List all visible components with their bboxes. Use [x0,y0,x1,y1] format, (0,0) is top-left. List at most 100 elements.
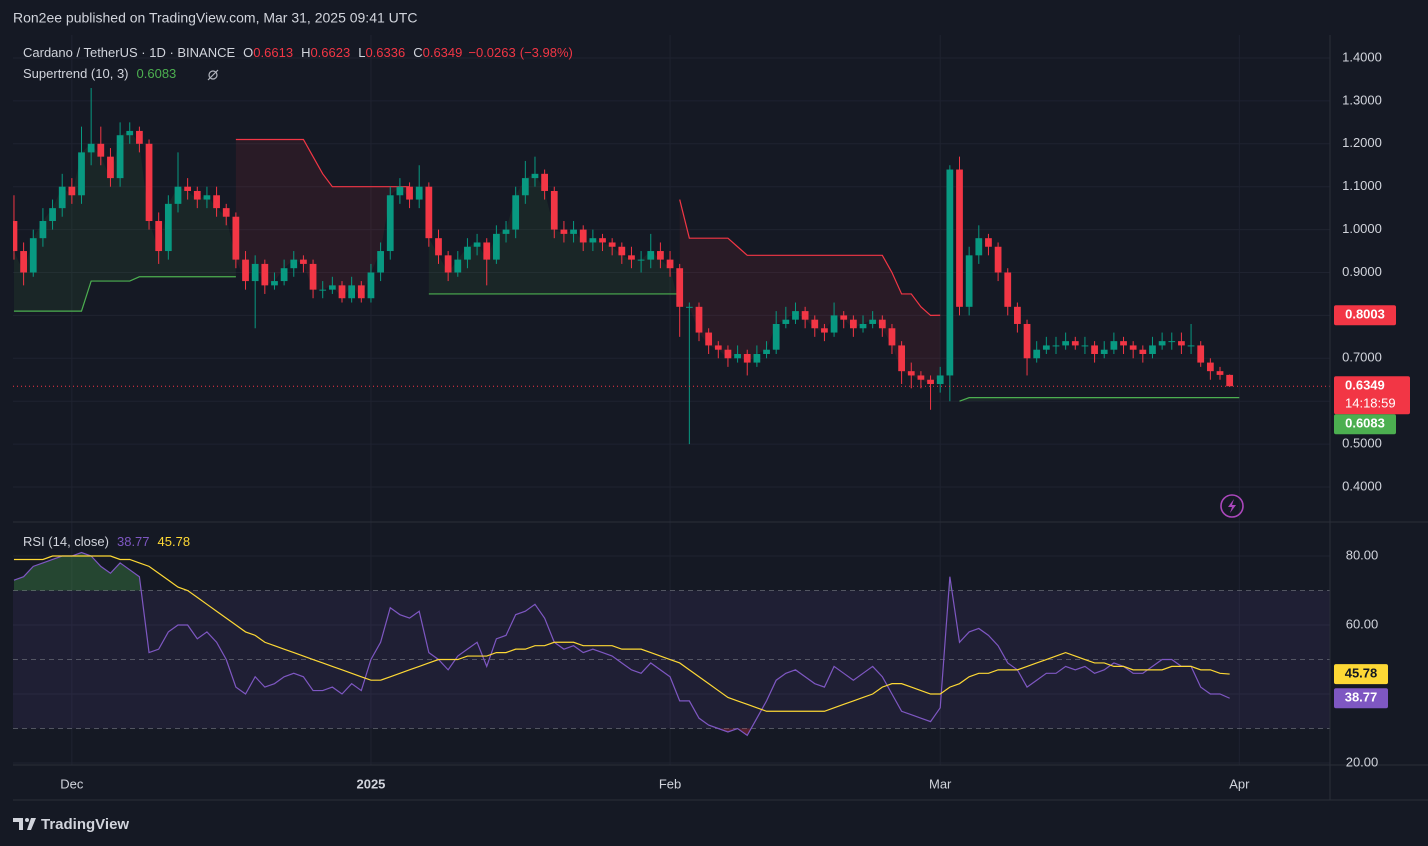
candle-body [415,186,423,200]
candle-body [618,246,626,256]
candle-body [579,229,587,243]
legend: Cardano / TetherUS · 1D · BINANCE O0.6613… [23,45,573,549]
candle-body [164,203,172,252]
legend-item: −0.0263 [468,45,515,60]
candle-body [338,285,346,299]
candle-body [502,229,510,234]
candle-body [560,229,568,234]
candle-body [811,319,819,329]
candle-body [1149,345,1156,355]
candle-body [1062,341,1070,346]
candle-body [58,186,66,209]
legend-item: 0.6349 [423,45,463,60]
x-tick-label: Apr [1229,776,1250,791]
y-tick-label: 60.00 [1346,616,1379,631]
candle-body [907,371,915,376]
candle-body [232,216,240,260]
publisher-note: Ron2ee published on TradingView.com, Mar… [13,10,417,26]
candle-body [406,186,413,200]
candle-body [136,130,143,144]
legend-item: Cardano / TetherUS · 1D · BINANCE [23,45,235,60]
candle-body [1052,345,1060,347]
footer-logo [13,818,36,830]
x-tick-label: Dec [60,776,84,791]
candle-body [743,354,751,363]
candle-body [1023,323,1031,359]
footer-brand: TradingView [41,816,129,833]
series-value-label: 38.77 [1345,690,1378,705]
candle-body [425,186,433,239]
y-tick-label: 1.3000 [1342,92,1382,107]
candle-body [898,345,905,372]
candle-body [300,259,307,264]
price-pane [13,88,1330,445]
candle-body [174,186,182,204]
eye-icon[interactable] [207,69,219,81]
supertrend-down-line [235,138,941,316]
candle-body [271,281,278,286]
candle-body [473,242,481,247]
legend-item: Supertrend (10, 3) [23,66,129,81]
candle-body [328,285,336,290]
candle-body [222,208,230,217]
candle-body [193,190,201,200]
candle-body [763,349,770,355]
candle-body [280,268,288,282]
legend-item: 38.77 [117,534,150,549]
axes: Dec2025FebMarApr0.40000.50000.60000.7000… [60,49,1410,791]
candle-body [444,255,452,273]
candle-body [1158,341,1166,346]
candle-body [570,229,577,234]
candle-body [126,130,134,136]
candle-body [666,259,674,269]
candle-body [319,289,327,291]
candle-body [1004,272,1012,307]
y-tick-label: 1.4000 [1342,49,1382,64]
candle-body [1110,341,1118,350]
candle-body [589,238,597,243]
candle-body [1197,345,1205,363]
legend-item: O [243,45,253,60]
x-tick-label: 2025 [356,776,385,791]
candle-body [637,259,645,261]
y-tick-label: 0.4000 [1342,478,1382,493]
legend-item: 0.6336 [365,45,405,60]
candle-body [917,375,925,380]
candle-body [821,328,828,333]
candle-body [1081,345,1089,347]
supertrend-down-label: 0.8003 [1345,307,1385,322]
y-tick-label: 20.00 [1346,754,1379,769]
candle-body [888,328,896,346]
series-value-label: 45.78 [1345,666,1378,681]
x-tick-label: Feb [659,776,681,791]
candle-body [1168,341,1176,343]
candle-body [1120,341,1127,346]
y-tick-label: 1.0000 [1342,221,1382,236]
supertrend-down-label-box [1334,305,1396,326]
candle-body [1129,345,1137,350]
symbol-legend: Cardano / TetherUS · 1D · BINANCE O0.6613… [23,45,573,60]
trend-fill [679,199,941,385]
candle-body [29,238,37,273]
candle-body [628,255,635,260]
candle-body [714,345,722,350]
legend-item: 0.6083 [137,66,177,81]
candle-body [830,315,838,333]
legend-item: 0.6613 [253,45,293,60]
candle-body [994,246,1002,273]
x-tick-label: Mar [929,776,952,791]
candle-body [946,169,954,376]
candle-body [1216,371,1224,375]
candle-body [541,173,549,191]
y-tick-label: 1.2000 [1342,135,1382,150]
candle-body [676,268,684,307]
candle-body [116,135,124,179]
alert-icon[interactable] [1220,494,1244,518]
candle-body [657,251,664,260]
series-value-box [1334,664,1388,685]
candle-body [956,169,963,307]
candle-body [290,259,298,269]
candle-body [1187,345,1195,347]
candle-body [869,319,877,324]
